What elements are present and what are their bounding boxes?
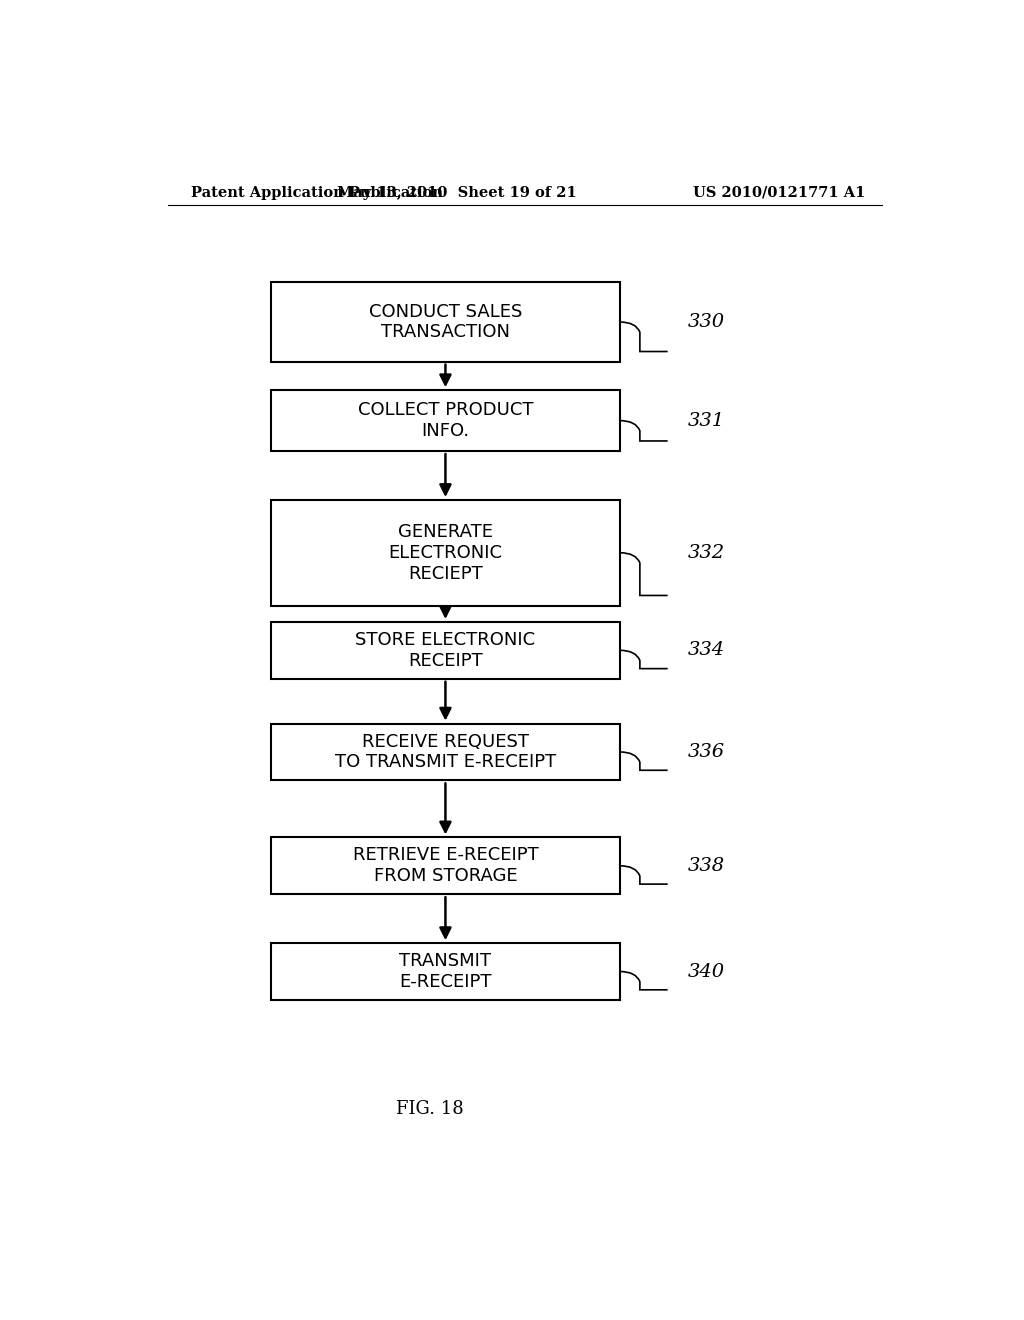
Text: 340: 340	[687, 962, 725, 981]
Text: Patent Application Publication: Patent Application Publication	[191, 186, 443, 199]
Text: US 2010/0121771 A1: US 2010/0121771 A1	[692, 186, 865, 199]
Text: May 13, 2010  Sheet 19 of 21: May 13, 2010 Sheet 19 of 21	[338, 186, 578, 199]
Text: RETRIEVE E-RECEIPT
FROM STORAGE: RETRIEVE E-RECEIPT FROM STORAGE	[352, 846, 539, 886]
Bar	[270, 391, 620, 451]
Text: COLLECT PRODUCT
INFO.: COLLECT PRODUCT INFO.	[357, 401, 534, 440]
Bar	[270, 942, 620, 1001]
Text: 334: 334	[687, 642, 725, 659]
Text: CONDUCT SALES
TRANSACTION: CONDUCT SALES TRANSACTION	[369, 302, 522, 342]
Bar	[270, 622, 620, 678]
Bar	[270, 723, 620, 780]
Text: 330: 330	[687, 313, 725, 331]
Text: TRANSMIT
E-RECEIPT: TRANSMIT E-RECEIPT	[399, 952, 492, 991]
Text: RECEIVE REQUEST
TO TRANSMIT E-RECEIPT: RECEIVE REQUEST TO TRANSMIT E-RECEIPT	[335, 733, 556, 771]
Text: 332: 332	[687, 544, 725, 562]
Text: 338: 338	[687, 857, 725, 875]
Text: STORE ELECTRONIC
RECEIPT: STORE ELECTRONIC RECEIPT	[355, 631, 536, 669]
Bar	[270, 282, 620, 362]
Bar	[270, 837, 620, 894]
Text: FIG. 18: FIG. 18	[395, 1100, 464, 1118]
Text: 331: 331	[687, 412, 725, 429]
Bar	[270, 500, 620, 606]
Text: 336: 336	[687, 743, 725, 760]
Text: GENERATE
ELECTRONIC
RECIEPT: GENERATE ELECTRONIC RECIEPT	[388, 523, 503, 582]
